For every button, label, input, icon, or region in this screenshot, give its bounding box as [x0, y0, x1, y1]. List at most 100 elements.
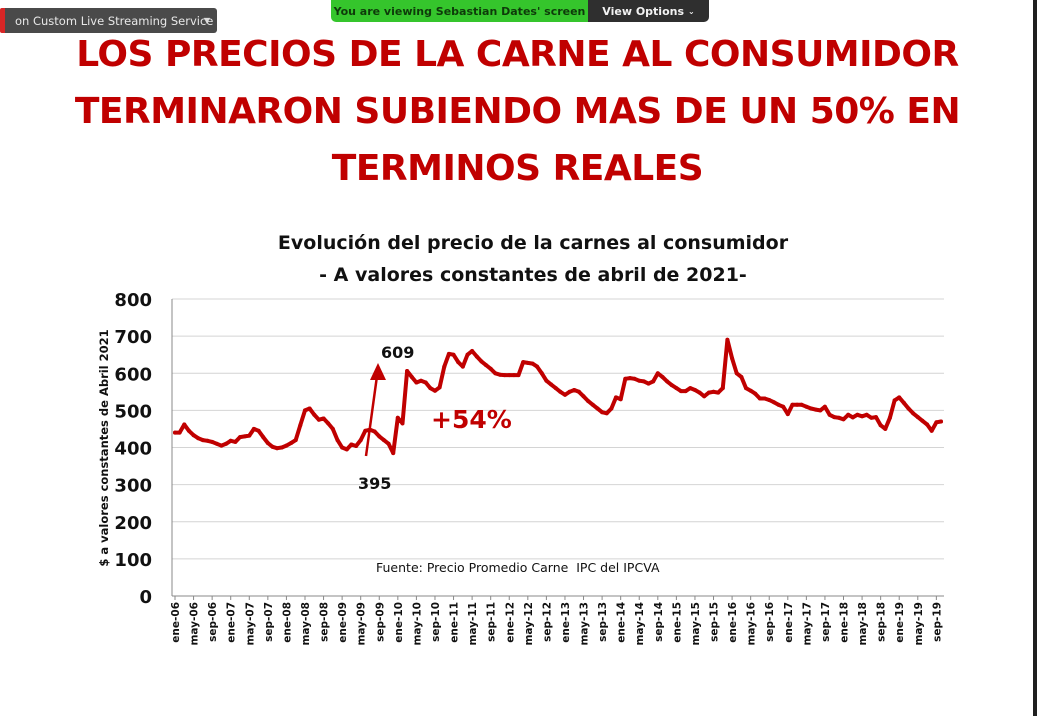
data-point [744, 386, 748, 391]
data-point [623, 376, 628, 381]
data-point [442, 364, 447, 369]
data-point [228, 438, 233, 443]
chart-gridlines [172, 298, 944, 597]
data-point [256, 428, 261, 433]
view-options-label: View Options [602, 4, 685, 18]
data-point [284, 443, 289, 448]
x-tick-label: ene-11 [449, 602, 461, 643]
data-point [753, 391, 758, 396]
x-tick-label: may-08 [300, 602, 312, 646]
data-point [400, 421, 405, 426]
data-point [836, 415, 841, 420]
data-point [279, 445, 284, 450]
data-point [247, 433, 252, 438]
source-note: Fuente: Precio Promedio Carne IPC del IP… [376, 560, 660, 575]
data-point [693, 388, 697, 392]
data-point [289, 441, 294, 445]
chart-title: Evolución del precio de la carnes al con… [278, 232, 789, 254]
data-point [915, 415, 920, 420]
live-streaming-dropdown[interactable]: on Custom Live Streaming Service ▼ [0, 8, 217, 33]
data-point [665, 379, 670, 384]
data-point [511, 373, 516, 378]
data-point [688, 386, 693, 391]
data-point [604, 411, 609, 416]
data-point [563, 392, 567, 397]
data-point [372, 429, 377, 434]
x-tick-label: ene-19 [894, 602, 906, 643]
x-tick-label: ene-18 [839, 602, 851, 643]
x-tick-label: sep-10 [430, 602, 442, 642]
data-point [275, 446, 280, 451]
data-point [637, 378, 642, 383]
data-point [646, 381, 651, 386]
data-point [549, 382, 553, 387]
data-point [553, 386, 558, 391]
data-point [470, 349, 475, 353]
data-point [869, 415, 874, 420]
x-tick-label: sep-11 [486, 602, 498, 642]
x-tick-label: sep-15 [709, 602, 721, 642]
data-point [739, 375, 744, 379]
data-point [757, 396, 762, 401]
data-point [651, 379, 656, 384]
data-point [451, 352, 456, 357]
y-tick-label: 0 [139, 587, 152, 608]
data-point [804, 404, 809, 409]
x-tick-label: may-09 [356, 602, 368, 646]
data-point [887, 415, 892, 420]
view-options-button[interactable]: View Options ⌄ [588, 0, 709, 22]
data-point [660, 375, 665, 379]
data-point [567, 389, 572, 394]
data-point [600, 410, 605, 415]
y-tick-label: 600 [114, 364, 152, 385]
x-tick-label: ene-13 [560, 602, 572, 643]
y-tick-label: 500 [114, 401, 152, 422]
x-tick-label: ene-09 [337, 602, 349, 643]
data-point [771, 400, 776, 405]
data-point [419, 378, 423, 383]
series-points [173, 337, 943, 456]
data-point [321, 416, 326, 421]
data-point [558, 389, 563, 394]
data-point [809, 406, 813, 411]
data-point [911, 411, 916, 416]
data-point [525, 360, 530, 365]
data-point [702, 394, 707, 399]
data-point [261, 435, 266, 440]
data-point [474, 354, 479, 359]
data-point [340, 445, 345, 450]
data-point [720, 386, 725, 391]
data-point [316, 417, 321, 422]
data-point [173, 430, 177, 435]
data-point [674, 386, 679, 391]
data-point [395, 415, 400, 420]
x-tick-label: ene-07 [226, 602, 238, 643]
data-point [874, 415, 878, 420]
data-point [929, 428, 934, 433]
data-point [892, 398, 897, 403]
data-point [391, 451, 396, 456]
data-point [934, 420, 939, 425]
data-point [734, 371, 739, 376]
x-tick-label: may-19 [913, 602, 925, 646]
window-edge [1033, 0, 1037, 716]
x-tick-label: sep-12 [541, 602, 553, 642]
x-tick-label: may-06 [189, 602, 201, 646]
data-point [465, 352, 470, 357]
data-point [776, 402, 781, 407]
data-point [920, 418, 925, 423]
data-point [614, 395, 618, 400]
data-point [507, 373, 512, 378]
live-indicator [0, 8, 5, 33]
data-point [298, 423, 303, 428]
x-tick-label: may-14 [634, 602, 646, 646]
y-tick-label: 700 [114, 327, 152, 348]
data-point [303, 408, 307, 413]
data-point [581, 394, 586, 399]
data-point [502, 373, 507, 378]
data-point [219, 443, 224, 448]
data-point [906, 406, 911, 411]
x-tick-label: sep-19 [931, 602, 943, 642]
